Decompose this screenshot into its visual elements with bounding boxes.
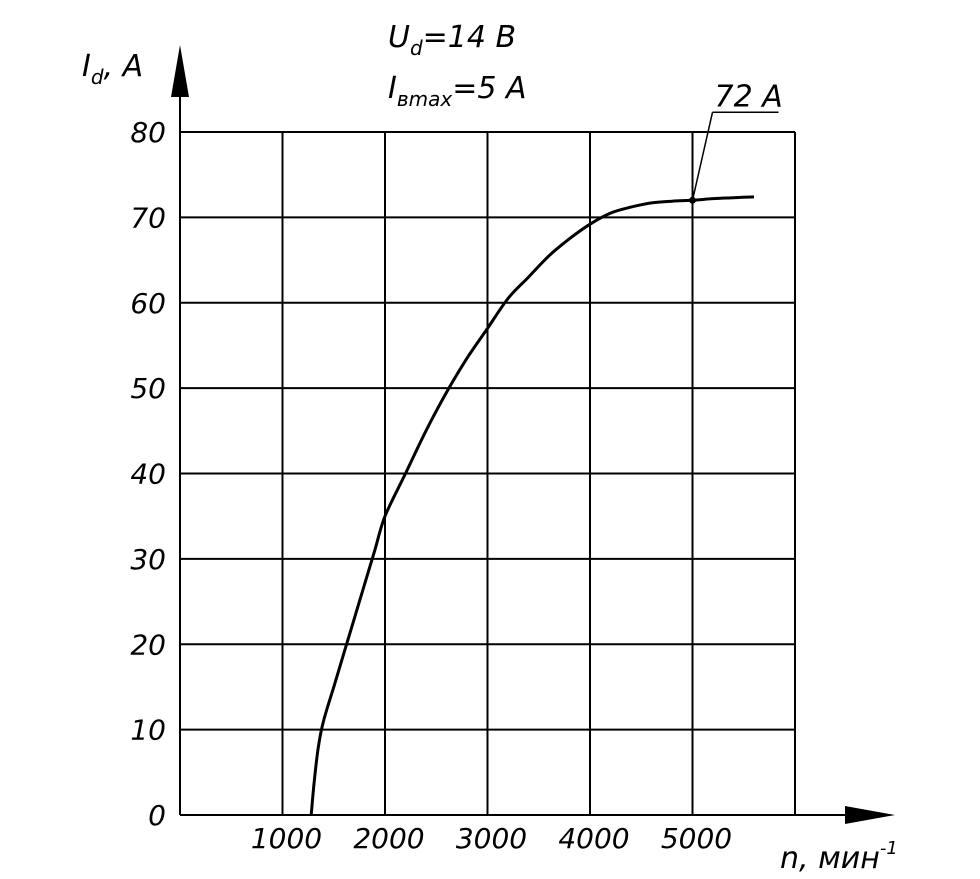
annotation-72a: 72 A [689, 79, 783, 204]
x-tick-label: 3000 [456, 822, 527, 855]
axes [171, 45, 895, 824]
y-axis-label: Id, A [82, 49, 143, 89]
x-tick-label: 5000 [661, 822, 732, 855]
y-tick-label: 40 [130, 458, 166, 491]
y-tick-labels: 0 10 20 30 40 50 60 70 80 [130, 116, 166, 832]
annotation-leader-line [691, 112, 714, 201]
series-curve [309, 195, 755, 816]
y-tick-label: 30 [130, 543, 166, 576]
x-axis-label: n, мин-1 [780, 838, 898, 876]
y-axis-arrow [171, 45, 189, 97]
y-tick-label: 80 [130, 116, 166, 149]
y-tick-label: 0 [148, 799, 166, 832]
y-tick-label: 50 [130, 372, 166, 405]
grid [180, 131, 796, 816]
y-tick-label: 70 [130, 201, 166, 234]
x-tick-label: 4000 [558, 822, 629, 855]
parameter-ivmax: Iвmax=5 A [388, 71, 527, 111]
x-axis-arrow [845, 806, 895, 824]
y-tick-label: 10 [130, 714, 166, 747]
x-tick-labels: 1000 2000 3000 4000 5000 [251, 822, 732, 855]
x-tick-label: 1000 [251, 822, 322, 855]
x-tick-label: 2000 [353, 822, 424, 855]
parameter-ud: Ud=14 B [388, 20, 516, 60]
y-tick-label: 20 [130, 628, 166, 661]
y-tick-label: 60 [130, 287, 166, 320]
annotation-label: 72 A [715, 79, 783, 114]
